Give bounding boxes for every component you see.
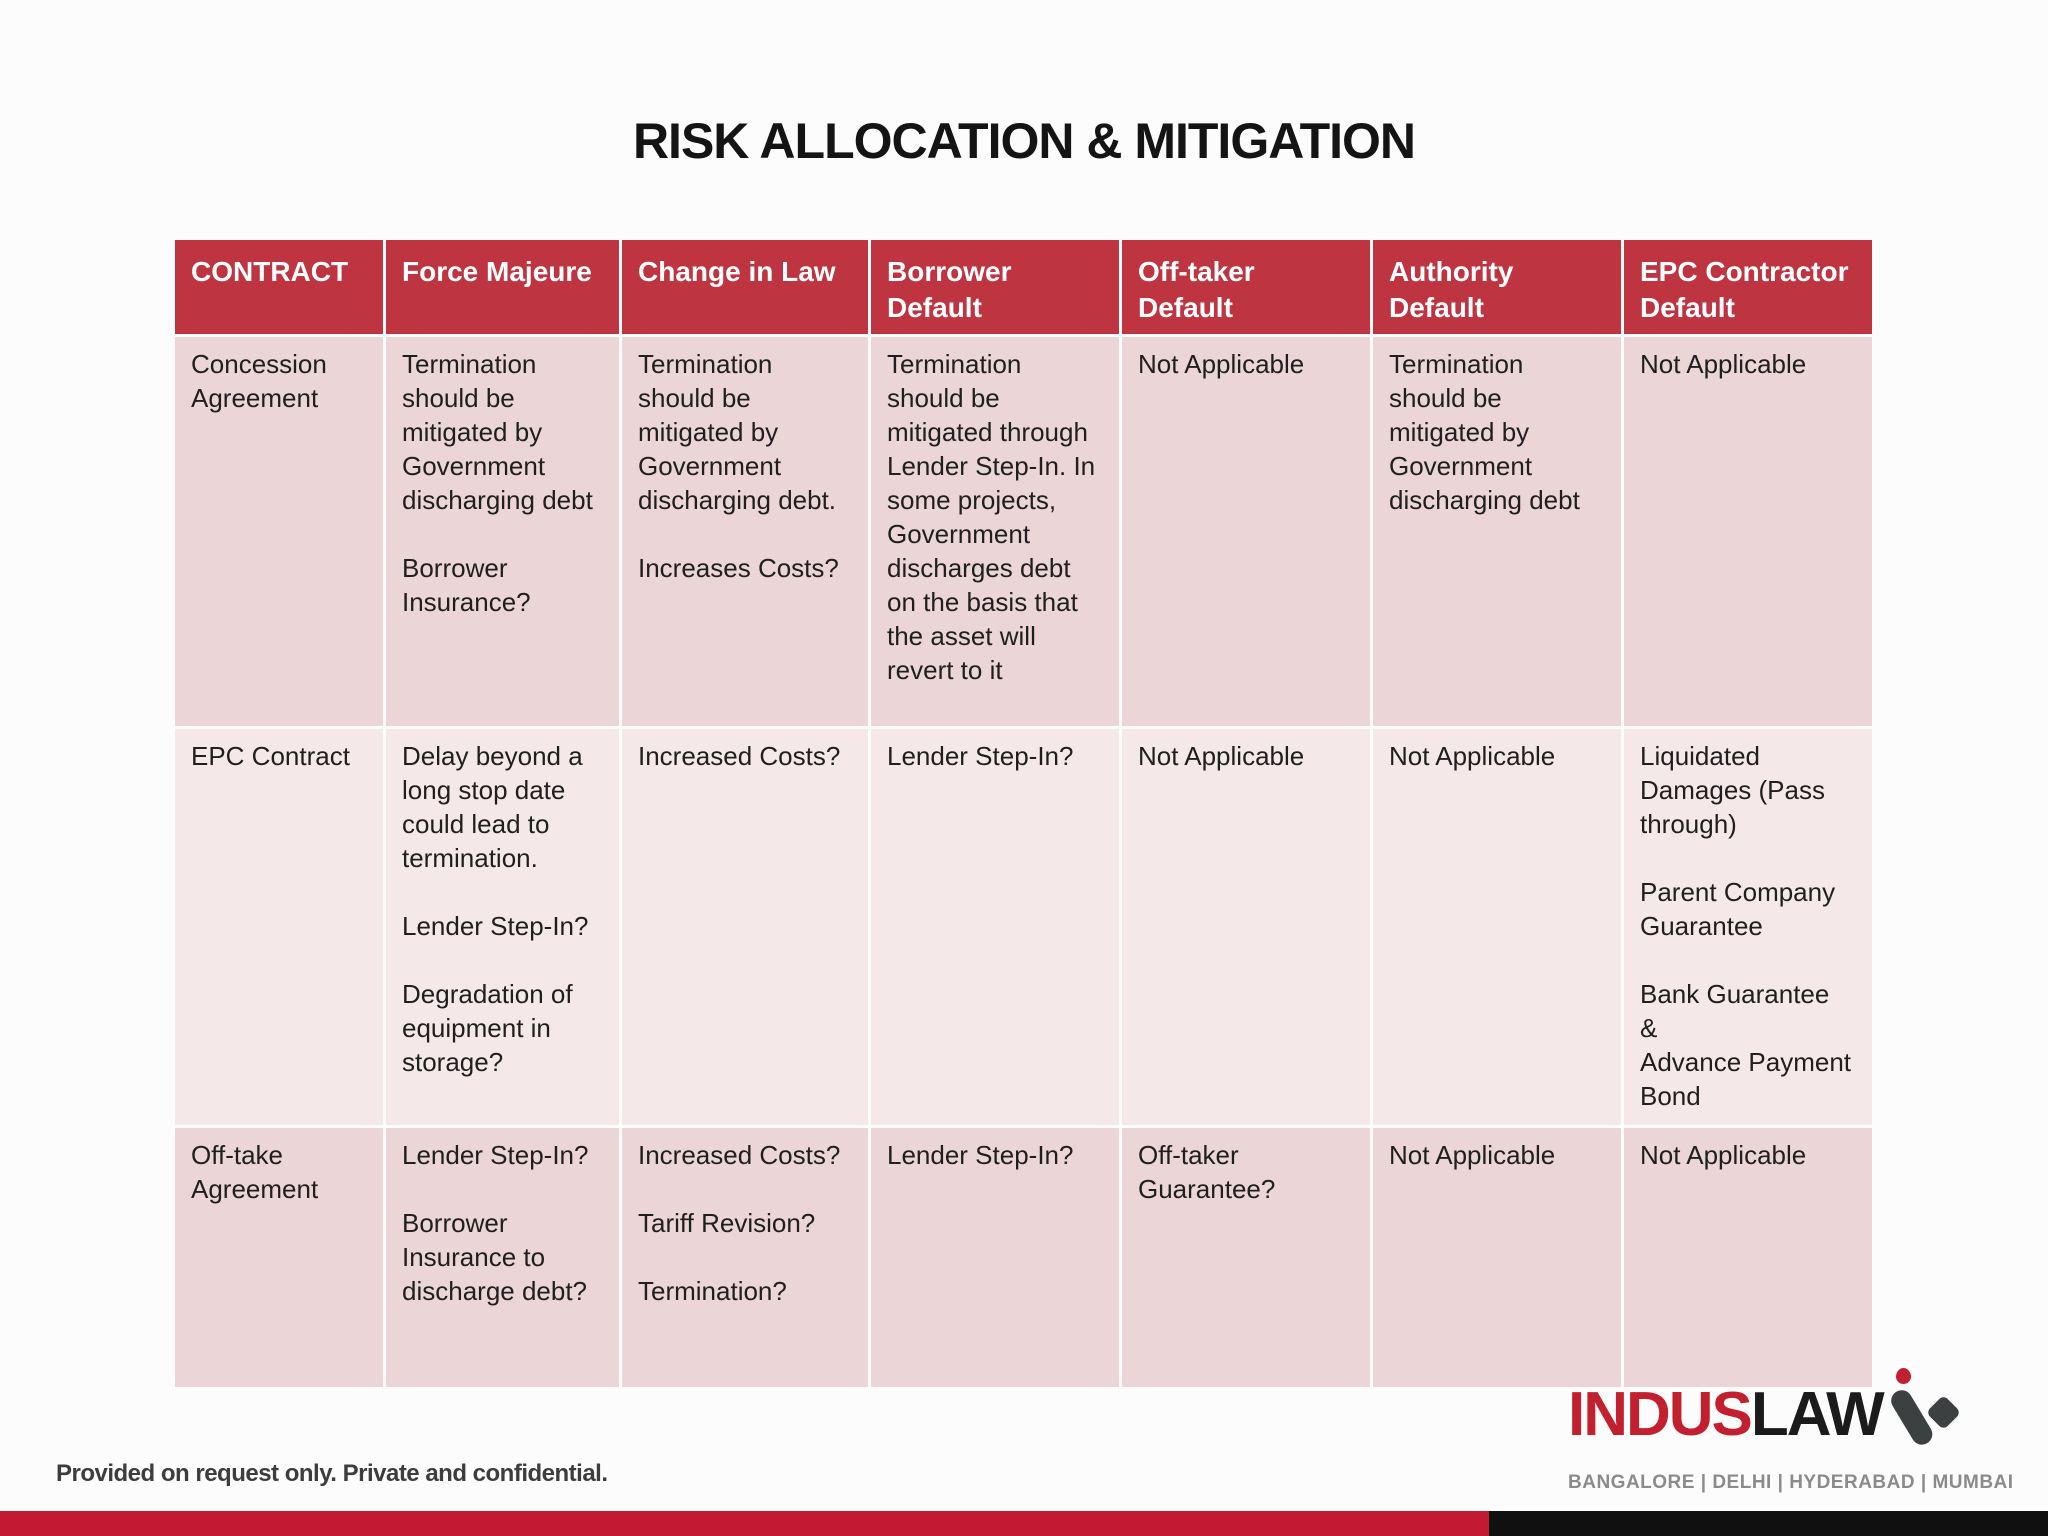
logo-diamond — [1925, 1394, 1962, 1431]
table-cell-r2-c3: Lender Step-In? — [871, 1128, 1119, 1387]
table-cell-r1-c3: Lender Step-In? — [871, 729, 1119, 1125]
logo-brush-stroke — [1887, 1386, 1937, 1449]
logo-text-indus: INDUS — [1568, 1380, 1753, 1449]
table-cell-r0-c4: Not Applicable — [1122, 337, 1370, 726]
bottom-bar-red — [0, 1511, 1489, 1536]
induslaw-logo: INDUSLAW — [1568, 1384, 1885, 1446]
table-cell-r1-c6: Liquidated Damages (Pass through) Parent… — [1624, 729, 1872, 1125]
column-header-2: Change in Law — [622, 240, 868, 334]
table-cell-r2-c5: Not Applicable — [1373, 1128, 1621, 1387]
table-cell-r1-c1: Delay beyond a long stop date could lead… — [386, 729, 619, 1125]
column-header-0: CONTRACT — [175, 240, 383, 334]
table-cell-r2-c2: Increased Costs? Tariff Revision? Termin… — [622, 1128, 868, 1387]
table-cell-r1-c2: Increased Costs? — [622, 729, 868, 1125]
confidentiality-note: Provided on request only. Private and co… — [56, 1460, 608, 1487]
table-cell-r0-c2: Termination should be mitigated by Gover… — [622, 337, 868, 726]
risk-allocation-table: CONTRACT Force Majeure Change in Law Borrow… — [175, 240, 1872, 1387]
column-header-5: Authority Default — [1373, 240, 1621, 334]
table-cell-r0-c1: Termination should be mitigated by Gover… — [386, 337, 619, 726]
table-cell-r0-c6: Not Applicable — [1624, 337, 1872, 726]
table-cell-r2-c1: Lender Step-In? Borrower Insurance to di… — [386, 1128, 619, 1387]
table-cell-r1-c5: Not Applicable — [1373, 729, 1621, 1125]
column-header-4: Off-taker Default — [1122, 240, 1370, 334]
column-header-6: EPC Contractor Default — [1624, 240, 1872, 334]
table-cell-r0-c5: Termination should be mitigated by Gover… — [1373, 337, 1621, 726]
logo-text-law: LAW — [1750, 1380, 1885, 1449]
table-cell-r2-c4: Off-taker Guarantee? — [1122, 1128, 1370, 1387]
induslaw-logo-mark-icon — [1884, 1364, 1974, 1464]
logo-cities: BANGALORE | DELHI | HYDERABAD | MUMBAI — [1568, 1472, 2014, 1493]
column-header-1: Force Majeure — [386, 240, 619, 334]
table-cell-r1-c4: Not Applicable — [1122, 729, 1370, 1125]
table-cell-r2-c6: Not Applicable — [1624, 1128, 1872, 1387]
bottom-bar-black — [1489, 1511, 2048, 1536]
column-header-3: Borrower Default — [871, 240, 1119, 334]
table-cell-r0-c3: Termination should be mitigated through … — [871, 337, 1119, 726]
row-header-2: Off-take Agreement — [175, 1128, 383, 1387]
row-header-1: EPC Contract — [175, 729, 383, 1125]
row-header-0: Concession Agreement — [175, 337, 383, 726]
logo-red-dot — [1896, 1368, 1911, 1384]
page-title: RISK ALLOCATION & MITIGATION — [632, 113, 1416, 169]
